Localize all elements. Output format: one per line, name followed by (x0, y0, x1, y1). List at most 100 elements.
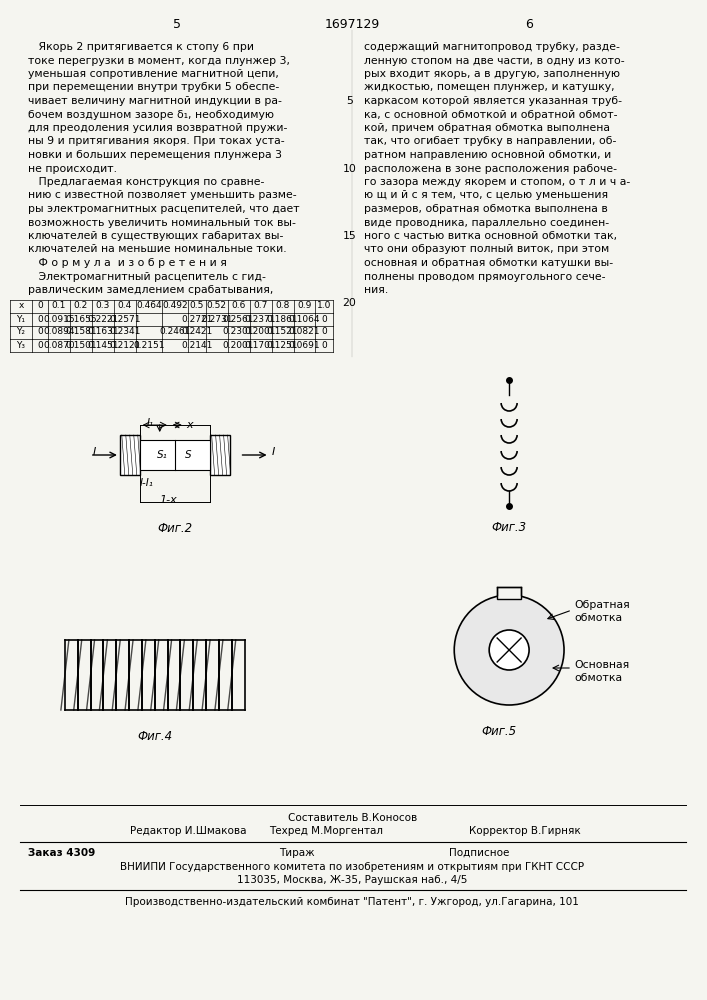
Bar (497, 587, 521, 599)
Text: Якорь 2 притягивается к стопу 6 при: Якорь 2 притягивается к стопу 6 при (28, 42, 254, 52)
Bar (119, 435, 140, 475)
Text: токе перегрузки в момент, когда плунжер 3,: токе перегрузки в момент, когда плунжер … (28, 55, 290, 66)
Text: 0.492: 0.492 (162, 302, 187, 310)
Text: 0.5: 0.5 (189, 302, 204, 310)
Text: размеров, обратная обмотка выполнена в: размеров, обратная обмотка выполнена в (364, 204, 608, 214)
Text: 0.1251: 0.1251 (267, 340, 298, 350)
Text: 0.2461: 0.2461 (159, 328, 190, 336)
Text: 0.2561: 0.2561 (223, 314, 255, 324)
Text: ка, с основной обмоткой и обратной обмот-: ка, с основной обмоткой и обратной обмот… (364, 109, 618, 119)
Text: Фиг.2: Фиг.2 (157, 522, 192, 535)
Text: 0.8: 0.8 (275, 302, 290, 310)
Text: Y₂: Y₂ (16, 328, 25, 336)
Text: ю щ и й с я тем, что, с целью уменьшения: ю щ и й с я тем, что, с целью уменьшения (364, 190, 609, 200)
Text: 0.1451: 0.1451 (87, 340, 119, 350)
Text: 0.1: 0.1 (52, 302, 66, 310)
Text: 1697129: 1697129 (325, 18, 380, 31)
Text: Составитель В.Коносов: Составитель В.Коносов (288, 813, 417, 823)
Text: нию с известной позволяет уменьшить разме-: нию с известной позволяет уменьшить разм… (28, 190, 296, 200)
Text: 0.1631: 0.1631 (87, 328, 119, 336)
Text: Фиг.4: Фиг.4 (137, 730, 173, 743)
Text: 0.2001: 0.2001 (245, 328, 276, 336)
Text: 1-x: 1-x (160, 495, 177, 505)
Text: I-I₁: I-I₁ (140, 478, 153, 488)
Text: 0.2341: 0.2341 (109, 328, 141, 336)
Text: ВНИИПИ Государственного комитета по изобретениям и открытиям при ГКНТ СССР: ВНИИПИ Государственного комитета по изоб… (120, 862, 585, 872)
Text: 0: 0 (322, 314, 327, 324)
Text: 0.2001: 0.2001 (223, 340, 255, 350)
Text: 0.1581: 0.1581 (65, 328, 97, 336)
Text: 0.4: 0.4 (117, 302, 132, 310)
Text: 0.2721: 0.2721 (181, 314, 212, 324)
Text: 0.1521: 0.1521 (267, 328, 298, 336)
Text: 0.9: 0.9 (298, 302, 312, 310)
Text: 6: 6 (525, 18, 533, 31)
Text: 0.2: 0.2 (74, 302, 88, 310)
Text: 0.0691: 0.0691 (288, 340, 320, 350)
Text: S₁: S₁ (157, 450, 168, 460)
Text: Производственно-издательский комбинат "Патент", г. Ужгород, ул.Гагарина, 101: Производственно-издательский комбинат "П… (125, 897, 579, 907)
Bar (140, 440, 210, 470)
Text: кой, причем обратная обмотка выполнена: кой, причем обратная обмотка выполнена (364, 123, 610, 133)
Text: возможность увеличить номинальный ток вы-: возможность увеличить номинальный ток вы… (28, 218, 296, 228)
Text: что они образуют полный виток, при этом: что они образуют полный виток, при этом (364, 244, 609, 254)
Text: ного с частью витка основной обмотки так,: ного с частью витка основной обмотки так… (364, 231, 617, 241)
Text: 0.0870: 0.0870 (43, 340, 75, 350)
Text: 0: 0 (37, 328, 43, 336)
Text: 0.6: 0.6 (231, 302, 246, 310)
Circle shape (454, 595, 564, 705)
Text: каркасом которой является указанная труб-: каркасом которой является указанная труб… (364, 96, 622, 106)
Text: 0.7: 0.7 (253, 302, 268, 310)
Text: Подписное: Подписное (449, 848, 510, 858)
Text: 0.1655: 0.1655 (65, 314, 97, 324)
Text: Электромагнитный расцепитель с гид-: Электромагнитный расцепитель с гид- (28, 271, 266, 282)
Text: 0.1501: 0.1501 (65, 340, 97, 350)
Text: 1.0: 1.0 (317, 302, 332, 310)
Text: 0.0915: 0.0915 (43, 314, 75, 324)
Text: 0.3: 0.3 (95, 302, 110, 310)
Text: 0: 0 (322, 328, 327, 336)
Text: 0.1861: 0.1861 (267, 314, 298, 324)
Text: Заказ 4309: Заказ 4309 (28, 848, 95, 858)
Text: равлическим замедлением срабатывания,: равлическим замедлением срабатывания, (28, 285, 274, 295)
Text: 15: 15 (342, 231, 356, 241)
Text: при перемещении внутри трубки 5 обеспе-: при перемещении внутри трубки 5 обеспе- (28, 83, 279, 93)
Text: Основная: Основная (574, 660, 629, 670)
Text: ны 9 и притягивания якоря. При токах уста-: ны 9 и притягивания якоря. При токах уст… (28, 136, 285, 146)
Text: S: S (185, 450, 192, 460)
Text: I: I (93, 447, 96, 457)
Text: 10: 10 (342, 163, 356, 174)
Text: ключателей в существующих габаритах вы-: ключателей в существующих габаритах вы- (28, 231, 284, 241)
Text: Корректор В.Гирняк: Корректор В.Гирняк (469, 826, 581, 836)
Text: 5: 5 (173, 18, 181, 31)
Text: 0: 0 (37, 340, 43, 350)
Text: Техред М.Моргентал: Техред М.Моргентал (269, 826, 383, 836)
Text: x: x (187, 420, 193, 430)
Text: жидкостью, помещен плунжер, и катушку,: жидкостью, помещен плунжер, и катушку, (364, 83, 615, 93)
Text: Y₁: Y₁ (16, 314, 25, 324)
Text: уменьшая сопротивление магнитной цепи,: уменьшая сопротивление магнитной цепи, (28, 69, 279, 79)
Text: 0.464: 0.464 (136, 302, 162, 310)
Text: полнены проводом прямоугольного сече-: полнены проводом прямоугольного сече- (364, 271, 606, 282)
Text: расположена в зоне расположения рабоче-: расположена в зоне расположения рабоче- (364, 163, 617, 174)
Text: 0.52: 0.52 (206, 302, 227, 310)
Text: так, что огибает трубку в направлении, об-: так, что огибает трубку в направлении, о… (364, 136, 617, 146)
Text: обмотка: обмотка (574, 613, 622, 623)
Text: Обратная: Обратная (574, 600, 630, 610)
Text: 0: 0 (37, 302, 43, 310)
Circle shape (489, 630, 529, 670)
Text: 113035, Москва, Ж-35, Раушская наб., 4/5: 113035, Москва, Ж-35, Раушская наб., 4/5 (238, 875, 467, 885)
Text: 0.2731: 0.2731 (201, 314, 233, 324)
Text: Фиг.5: Фиг.5 (481, 725, 517, 738)
Text: 0.2571: 0.2571 (109, 314, 141, 324)
Text: 0.1064: 0.1064 (288, 314, 320, 324)
Text: 0.2141: 0.2141 (181, 340, 212, 350)
Text: 0: 0 (322, 340, 327, 350)
Text: 5: 5 (346, 96, 353, 106)
Text: ния.: ния. (364, 285, 389, 295)
Text: чивает величину магнитной индукции в ра-: чивает величину магнитной индукции в ра- (28, 96, 282, 106)
Text: 0: 0 (37, 314, 43, 324)
Text: не происходит.: не происходит. (28, 163, 117, 174)
Text: 20: 20 (342, 298, 356, 308)
Text: 0.1701: 0.1701 (245, 340, 276, 350)
